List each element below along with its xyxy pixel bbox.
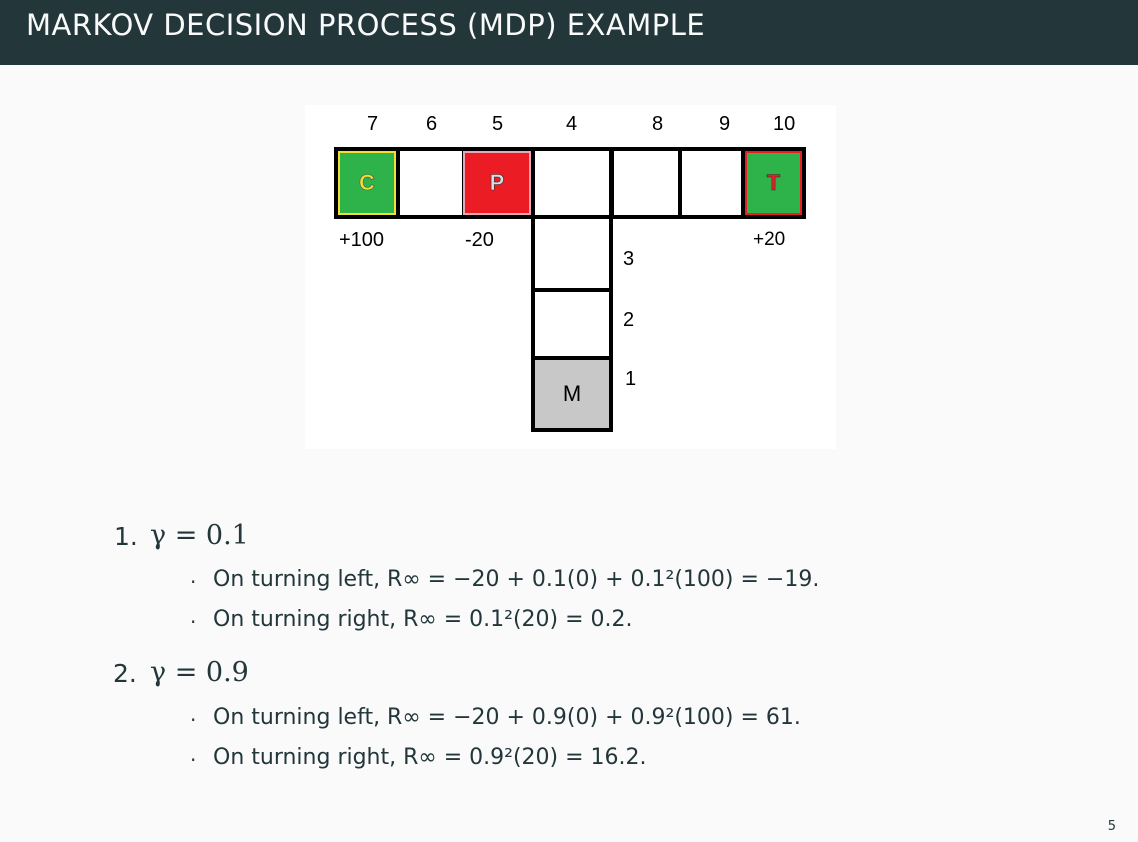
- cell-label-p: P: [489, 170, 505, 196]
- bullet-text: On turning left, R∞ = −20 + 0.9(0) + 0.9…: [213, 705, 801, 730]
- bullet-dot-icon: ·: [190, 570, 197, 594]
- cell-state-2: [535, 292, 609, 356]
- state-number-7: 7: [367, 113, 379, 135]
- cell-state-6: [400, 151, 462, 215]
- bullet-dot-icon: ·: [190, 748, 197, 772]
- cell-state-7: C: [338, 151, 396, 215]
- state-number-10: 10: [773, 113, 796, 135]
- state-number-3: 3: [623, 248, 635, 270]
- page-number: 5: [1107, 819, 1116, 834]
- list-item-number: 2.: [113, 659, 137, 688]
- state-number-5: 5: [492, 113, 504, 135]
- mdp-grid-figure: 7 6 5 4 8 9 10 C P T M +100 -20 +20 3 2 …: [305, 105, 836, 449]
- state-number-9: 9: [719, 113, 731, 135]
- state-number-1: 1: [625, 368, 637, 390]
- bullet-text: On turning right, R∞ = 0.1²(20) = 0.2.: [213, 607, 633, 632]
- cell-label-t: T: [766, 170, 781, 196]
- slide-title: MARKOV DECISION PROCESS (MDP) EXAMPLE: [26, 8, 706, 42]
- gamma-equation: γ = 0.1: [150, 520, 249, 551]
- bullet-text: On turning right, R∞ = 0.9²(20) = 16.2.: [213, 745, 647, 770]
- reward-t: +20: [753, 229, 786, 250]
- state-number-6: 6: [426, 113, 438, 135]
- state-number-8: 8: [652, 113, 664, 135]
- cell-state-9: [682, 151, 741, 215]
- cell-state-10: T: [745, 151, 802, 215]
- cell-state-5: P: [463, 151, 531, 215]
- gamma-equation: γ = 0.9: [150, 657, 249, 688]
- cell-state-3: [535, 219, 609, 288]
- title-bar: MARKOV DECISION PROCESS (MDP) EXAMPLE: [0, 0, 1138, 65]
- cell-label-m: M: [562, 381, 582, 406]
- cell-label-c: C: [359, 170, 375, 196]
- state-number-2: 2: [623, 309, 635, 331]
- cell-state-1: M: [535, 360, 609, 428]
- cell-state-4: [535, 151, 609, 215]
- cell-state-8: [614, 151, 678, 215]
- reward-p: -20: [465, 229, 494, 251]
- bullet-dot-icon: ·: [190, 708, 197, 732]
- list-item-number: 1.: [114, 522, 138, 551]
- reward-c: +100: [339, 229, 385, 251]
- state-number-4: 4: [566, 113, 578, 135]
- bullet-text: On turning left, R∞ = −20 + 0.1(0) + 0.1…: [213, 567, 820, 592]
- bullet-dot-icon: ·: [190, 610, 197, 634]
